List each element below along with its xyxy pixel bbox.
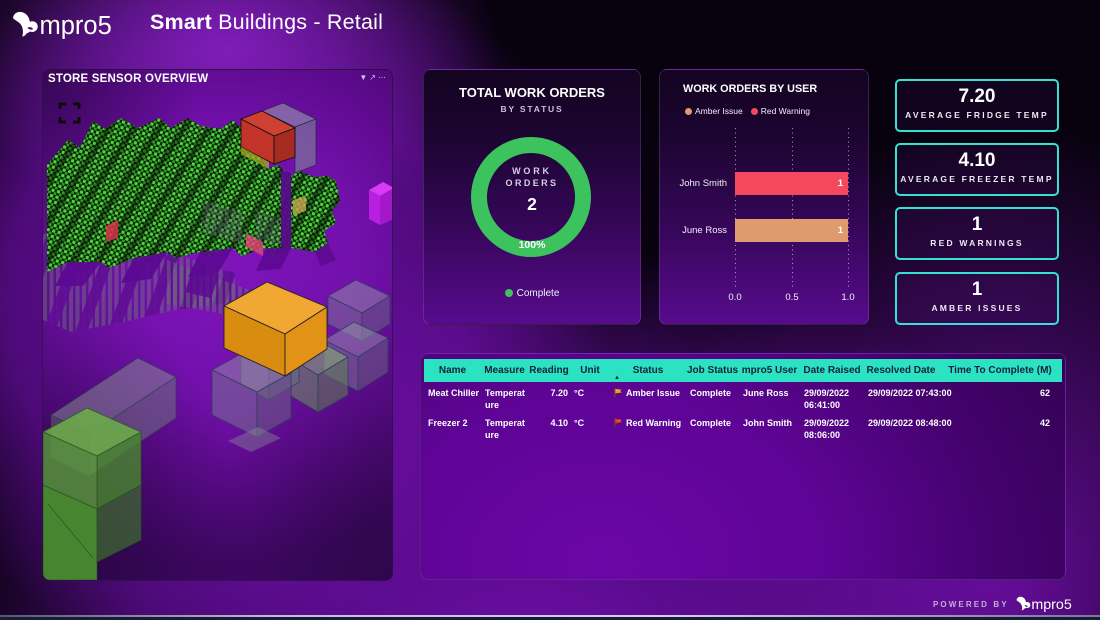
- svg-text:mpro5: mpro5: [1031, 597, 1071, 612]
- svg-text:mpro5: mpro5: [40, 12, 112, 39]
